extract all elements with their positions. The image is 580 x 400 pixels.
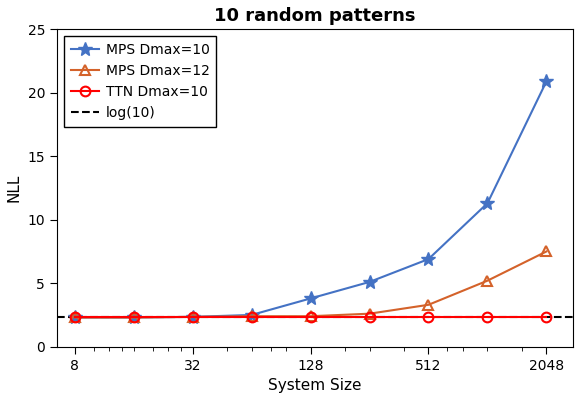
MPS Dmax=12 <box>248 314 255 319</box>
Line: MPS Dmax=12: MPS Dmax=12 <box>70 247 552 322</box>
MPS Dmax=10 <box>425 257 432 262</box>
Legend: MPS Dmax=10, MPS Dmax=12, TTN Dmax=10, log(10): MPS Dmax=10, MPS Dmax=12, TTN Dmax=10, l… <box>64 36 216 127</box>
TTN Dmax=10 <box>484 315 491 320</box>
TTN Dmax=10 <box>248 315 255 320</box>
MPS Dmax=12 <box>130 315 137 320</box>
MPS Dmax=10 <box>366 280 373 284</box>
X-axis label: System Size: System Size <box>268 378 362 393</box>
MPS Dmax=10 <box>189 314 196 319</box>
MPS Dmax=12 <box>71 315 78 320</box>
MPS Dmax=10 <box>248 312 255 317</box>
MPS Dmax=12 <box>366 311 373 316</box>
MPS Dmax=10 <box>543 79 550 84</box>
MPS Dmax=12 <box>307 314 314 319</box>
TTN Dmax=10 <box>307 315 314 320</box>
Line: MPS Dmax=10: MPS Dmax=10 <box>68 74 553 324</box>
MPS Dmax=12 <box>425 302 432 307</box>
Y-axis label: NLL: NLL <box>7 174 22 202</box>
MPS Dmax=10 <box>307 296 314 301</box>
TTN Dmax=10 <box>71 315 78 320</box>
TTN Dmax=10 <box>189 315 196 320</box>
TTN Dmax=10 <box>366 315 373 320</box>
MPS Dmax=10 <box>484 201 491 206</box>
TTN Dmax=10 <box>130 315 137 320</box>
MPS Dmax=12 <box>543 249 550 254</box>
Line: TTN Dmax=10: TTN Dmax=10 <box>70 313 552 322</box>
Title: 10 random patterns: 10 random patterns <box>214 7 416 25</box>
TTN Dmax=10 <box>425 315 432 320</box>
MPS Dmax=12 <box>189 314 196 319</box>
MPS Dmax=10 <box>71 315 78 320</box>
MPS Dmax=12 <box>484 278 491 283</box>
MPS Dmax=10 <box>130 315 137 320</box>
TTN Dmax=10 <box>543 315 550 320</box>
